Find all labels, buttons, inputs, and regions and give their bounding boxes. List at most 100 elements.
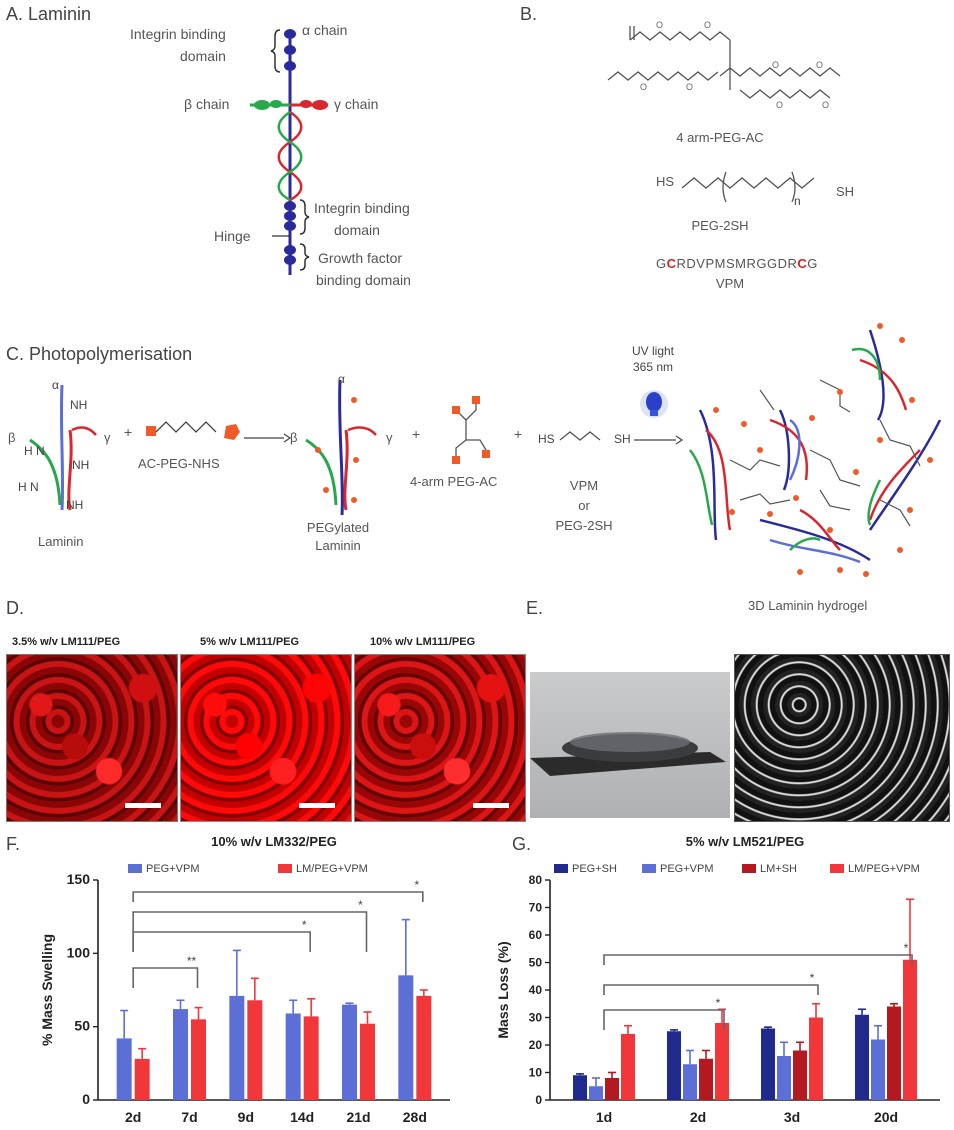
significance-mark: * xyxy=(716,996,721,1010)
bar xyxy=(589,1086,603,1100)
laminin-label: Laminin xyxy=(38,534,84,549)
uv-label-2: 365 nm xyxy=(632,360,674,374)
plus-2: + xyxy=(412,426,421,442)
y-tick-label: 50 xyxy=(529,956,543,970)
peg-2sh-hs: HS xyxy=(656,174,675,189)
hydrogel-photo xyxy=(530,672,730,818)
significance-bracket xyxy=(603,984,819,995)
bar xyxy=(416,995,432,1100)
vpm-seq-c2: C xyxy=(797,256,808,271)
significance-bracket xyxy=(132,891,424,902)
significance-mark: * xyxy=(358,898,363,912)
y-tick-label: 150 xyxy=(67,871,91,887)
significance-mark: * xyxy=(302,918,307,932)
x-tick-label: 1d xyxy=(596,1109,612,1125)
vpm-seq-g2: G xyxy=(807,256,818,271)
legend-swatch xyxy=(742,864,756,873)
gamma-chain-label: γ chain xyxy=(334,96,379,112)
uv-label-1: UV light xyxy=(631,344,675,358)
peg-ac-c-label: 4-arm PEG-AC xyxy=(410,474,498,489)
bar xyxy=(191,1019,206,1100)
bar xyxy=(793,1050,807,1100)
laminin-nh2-bottom: NH xyxy=(66,498,84,512)
bar xyxy=(360,1023,375,1100)
bar xyxy=(809,1017,823,1100)
bar xyxy=(398,975,414,1100)
bar xyxy=(699,1058,713,1100)
y-axis-label: % Mass Swelling xyxy=(39,934,55,1046)
chart-f: 10% w/v LM332/PEG PEG+VPM LM/PEG+VPM 0 50 100… xyxy=(39,834,450,1125)
svg-text:O: O xyxy=(816,60,823,70)
x-tick-label: 20d xyxy=(874,1109,898,1125)
y-tick-label: 0 xyxy=(82,1091,90,1107)
peg-2sh-structure xyxy=(681,171,815,203)
peg-laminin-beta: β xyxy=(290,430,298,445)
y-tick-label: 40 xyxy=(529,983,543,997)
crosslinker-sh: SH xyxy=(614,432,631,446)
legend-label: LM/PEG+VPM xyxy=(848,863,920,875)
panel-e-label: E. xyxy=(526,598,544,618)
y-tick-label: 100 xyxy=(67,944,91,960)
legend-label: PEG+VPM xyxy=(146,863,200,875)
svg-text:O: O xyxy=(772,60,779,70)
scale-bar xyxy=(473,803,509,808)
alpha-chain-label: α chain xyxy=(302,22,348,38)
vpm-seq-g1: G xyxy=(656,256,667,271)
growth-factor-label-1: Growth factor xyxy=(318,250,403,266)
laminin-beta-symbol: β xyxy=(8,430,16,445)
panel-b-label: B. xyxy=(520,4,538,24)
micrograph-10-percent xyxy=(354,654,526,822)
y-tick-label: 0 xyxy=(535,1093,542,1107)
legend-swatch xyxy=(128,864,142,873)
laminin-h2n-2: H N xyxy=(18,480,39,494)
legend-swatch xyxy=(642,864,656,873)
bar xyxy=(777,1056,791,1100)
peg-2sh-sh: SH xyxy=(836,184,855,199)
micro-label-1: 3.5% w/v LM111/PEG xyxy=(12,636,121,648)
significance-mark: ** xyxy=(187,954,197,968)
hinge-label: Hinge xyxy=(214,228,251,244)
x-tick-label: 3d xyxy=(784,1109,800,1125)
integrin-domain-top-label-1: Integrin binding xyxy=(130,26,226,42)
y-tick-label: 50 xyxy=(74,1018,90,1034)
laminin-nh2-top: NH xyxy=(70,398,88,412)
x-tick-label: 2d xyxy=(125,1109,141,1125)
pegylated-label-1: PEGylated xyxy=(306,520,370,535)
significance-bracket xyxy=(132,967,199,988)
x-tick-label: 7d xyxy=(181,1109,197,1125)
crosslinker-or: or xyxy=(578,498,590,513)
panel-c-label: C. Photopolymerisation xyxy=(6,344,193,364)
plus-3: + xyxy=(514,426,523,442)
crosslinker-hs: HS xyxy=(538,432,555,446)
bar xyxy=(621,1034,635,1100)
integrin-domain-top-label-2: domain xyxy=(180,48,226,64)
legend-swatch xyxy=(278,864,292,873)
y-tick-label: 20 xyxy=(529,1038,543,1052)
bar xyxy=(303,1016,319,1100)
significance-mark: * xyxy=(414,878,419,892)
vpm-sequence: GCRDVPMSMRGGDRCG xyxy=(656,256,818,271)
significance-bracket xyxy=(603,954,913,965)
ac-peg-nhs-label: AC-PEG-NHS xyxy=(138,456,220,471)
y-tick-label: 30 xyxy=(529,1011,543,1025)
svg-text:O: O xyxy=(656,20,663,30)
legend-label: PEG+SH xyxy=(572,863,617,875)
bar xyxy=(887,1006,901,1100)
svg-text:O: O xyxy=(686,82,693,92)
significance-mark: * xyxy=(904,941,909,955)
legend-label: LM+SH xyxy=(760,863,797,875)
peg-ac-structure: O O O O O O O O xyxy=(607,20,841,110)
bar xyxy=(761,1028,775,1100)
integrin-domain-mid-label-1: Integrin binding xyxy=(314,200,410,216)
laminin-alpha-symbol: α xyxy=(52,378,59,392)
bar xyxy=(715,1023,729,1100)
y-tick-label: 60 xyxy=(529,928,543,942)
vpm-seq-core: RDVPMSMRGGDR xyxy=(676,256,798,271)
micro-label-3: 10% w/v LM111/PEG xyxy=(370,636,476,648)
panel-a-label: A. Laminin xyxy=(6,4,92,24)
laminin-gamma-symbol: γ xyxy=(104,430,111,445)
panel-f-label: F. xyxy=(6,834,21,854)
significance-bracket xyxy=(603,1009,725,1030)
scale-bar xyxy=(125,803,161,808)
x-tick-label: 9d xyxy=(238,1109,254,1125)
